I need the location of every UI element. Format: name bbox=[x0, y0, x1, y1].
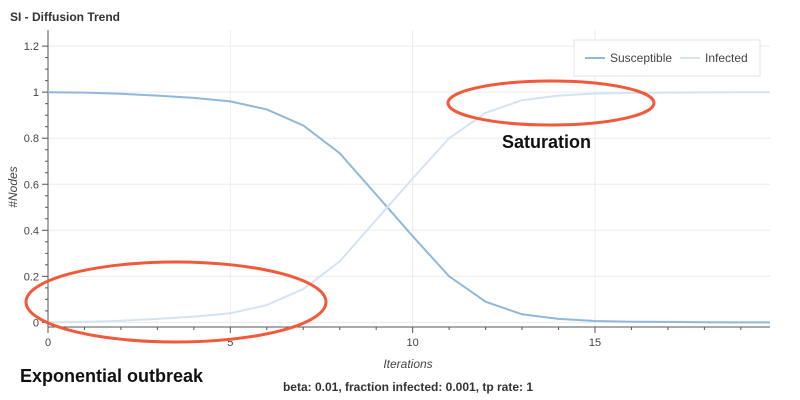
annotation-outbreak: Exponential outbreak bbox=[20, 366, 204, 386]
x-tick-label: 15 bbox=[589, 337, 601, 349]
legend-label-infected: Infected bbox=[705, 51, 748, 65]
legend-label-susceptible: Susceptible bbox=[610, 51, 672, 65]
annotation-ellipse-outbreak bbox=[24, 260, 328, 344]
y-tick-label: 1 bbox=[33, 87, 39, 99]
series-lines bbox=[48, 91, 770, 324]
y-axis-label: #Nodes bbox=[6, 166, 20, 207]
axes: 0 5 10 15 0 0.2 0.4 0.6 0.8 1 1.2 bbox=[24, 30, 770, 349]
annotation-saturation: Saturation bbox=[502, 132, 591, 152]
x-tick-label: 0 bbox=[45, 337, 51, 349]
y-tick-label: 0 bbox=[33, 317, 39, 329]
y-tick-label: 1.2 bbox=[24, 41, 39, 53]
x-tick-label: 10 bbox=[407, 337, 419, 349]
y-tick-label: 0.4 bbox=[24, 225, 39, 237]
chart-caption: beta: 0.01, fraction infected: 0.001, tp… bbox=[283, 380, 533, 394]
series-line-susceptible bbox=[48, 91, 770, 324]
y-tick-label: 0.8 bbox=[24, 133, 39, 145]
y-tick-label: 0.6 bbox=[24, 179, 39, 191]
x-axis-label: Iterations bbox=[383, 357, 432, 371]
x-tick-label: 5 bbox=[227, 337, 233, 349]
legend: Susceptible Infected bbox=[573, 39, 761, 77]
y-tick-label: 0.2 bbox=[24, 271, 39, 283]
annotation-ellipse-saturation bbox=[446, 79, 656, 127]
series-line-infected bbox=[48, 91, 770, 324]
chart-title: SI - Diffusion Trend bbox=[10, 10, 120, 24]
